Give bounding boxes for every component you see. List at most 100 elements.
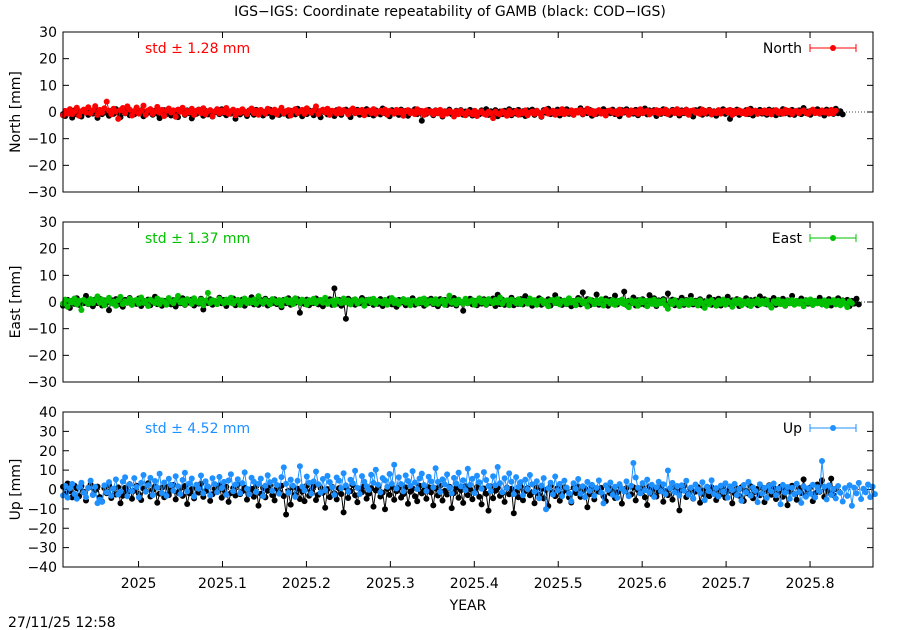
up-point-cod-igs [352,492,359,499]
east-point-east [319,299,326,306]
up-point-up [184,488,191,495]
up-point-cod-igs [326,494,333,501]
up-point-up [655,478,662,485]
east-point-cod-igs [342,315,349,322]
up-y-tick-label: 30 [39,424,57,440]
up-point-cod-igs [218,494,225,501]
up-legend: Up [783,421,857,437]
up-x-tick-label: 2025.7 [702,576,751,592]
up-x-tick-label: 2025.8 [786,576,835,592]
up-point-up [598,489,605,496]
up-point-up [211,481,218,488]
up-point-up [501,475,508,482]
north-point-north [248,105,255,112]
up-point-cod-igs [676,507,683,514]
up-point-up [812,494,819,501]
up-point-up [715,493,722,500]
north-y-tick-label: 30 [39,25,57,41]
east-point-cod-igs [646,292,653,299]
east-point-cod-igs [579,289,586,296]
up-point-up [731,480,738,487]
east-point-east [545,303,552,310]
north-y-tick-label: 20 [39,52,57,68]
up-point-up [867,494,874,501]
up-point-up [524,486,531,493]
up-point-up [386,471,393,477]
up-point-cod-igs [382,506,388,513]
up-point-cod-igs [172,496,179,503]
east-point-east [142,297,149,304]
up-point-up [658,488,664,495]
up-point-up [701,497,708,504]
up-point-up [430,484,437,491]
up-point-up [614,494,621,501]
up-point-up [122,474,129,481]
up-point-up [71,491,78,497]
up-point-up [724,494,731,501]
up-point-up [269,487,276,494]
up-point-up [237,490,244,497]
up-point-up [533,478,540,485]
up-point-cod-igs [264,487,271,494]
north-legend-label: North [763,41,802,57]
north-point-north [99,109,106,116]
up-point-up [763,495,770,501]
east-point-east [64,303,71,310]
east-point-east [494,299,501,306]
east-point-east [276,297,283,304]
up-point-up [667,485,674,492]
up-point-up [400,488,407,495]
up-point-up [639,480,646,487]
up-point-up [342,482,349,489]
east-point-east [460,300,467,307]
up-point-up [591,492,598,499]
up-point-cod-igs [345,495,352,501]
up-point-up [773,492,779,499]
up-point-up [154,484,161,491]
up-point-up [428,478,434,485]
up-point-up [570,480,577,487]
north-point-cod-igs [839,111,846,118]
up-point-up [455,469,462,476]
north-point-north [743,111,750,118]
north-point-north [437,106,444,113]
up-point-up [416,475,423,482]
east-point-east [444,297,451,304]
east-point-east [99,296,106,303]
up-point-up [761,484,768,491]
up-point-up [593,484,600,491]
up-point-up [126,481,133,488]
up-point-up [561,477,568,484]
up-point-up [296,463,303,470]
up-point-up [414,486,421,493]
north-point-north [503,112,510,119]
up-point-up [437,489,444,495]
up-point-cod-igs [531,500,538,507]
east-point-east [736,296,743,303]
east-point-cod-igs [853,295,860,302]
up-point-up [315,481,322,488]
up-point-up [503,485,510,492]
up-point-up [377,489,384,496]
east-point-east [439,296,446,303]
up-point-up [474,472,480,479]
east-y-tick-label: 20 [39,242,57,258]
up-point-cod-igs [391,496,398,503]
north-point-north [487,110,494,117]
east-point-east [421,295,428,302]
up-point-up [526,472,533,478]
up-point-up [830,485,837,492]
up-point-up [499,489,506,496]
up-point-up [586,487,593,494]
up-point-up [260,493,267,500]
up-point-up [124,493,131,500]
up-point-up [648,481,655,488]
up-point-up [480,469,487,476]
up-point-up [660,481,667,488]
up-point-up [837,489,844,496]
east-point-east [126,295,133,302]
up-point-up [722,480,729,487]
up-point-up [80,489,87,496]
east-point-east [359,297,365,304]
